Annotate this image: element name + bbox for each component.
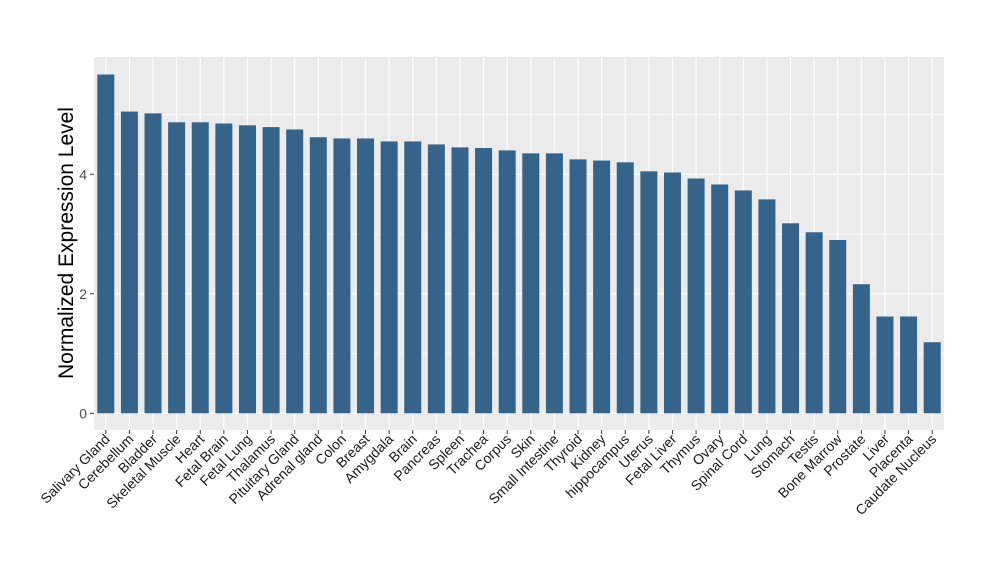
bar-pancreas xyxy=(427,144,445,414)
bar-placenta xyxy=(900,316,918,414)
bar-prostate xyxy=(852,284,870,414)
bar-ovary xyxy=(711,184,729,414)
bar-salivary-gland xyxy=(97,74,115,414)
bar-skin xyxy=(522,153,540,414)
bar-thymus xyxy=(687,178,705,414)
bar-adrenal-gland xyxy=(309,137,327,414)
bar-thyroid xyxy=(569,159,587,414)
bar-heart xyxy=(191,122,209,414)
bar-cerebellum xyxy=(120,111,138,414)
y-tick-label: 2 xyxy=(79,286,87,302)
bar-colon xyxy=(333,138,351,414)
bar-kidney xyxy=(593,160,611,414)
y-axis-label: Normalized Expression Level xyxy=(55,107,78,379)
bar-lung xyxy=(758,199,776,414)
bar-fetal-brain xyxy=(215,123,233,414)
bar-trachea xyxy=(475,148,493,414)
bar-spinal-cord xyxy=(734,190,752,414)
bar-breast xyxy=(357,138,375,414)
bar-stomach xyxy=(782,223,800,414)
bar-testis xyxy=(805,232,823,414)
bar-pituitary-gland xyxy=(286,129,304,414)
y-tick-label: 4 xyxy=(79,166,87,182)
bar-amygdala xyxy=(380,141,398,414)
bar-hippocampus xyxy=(616,162,634,414)
bar-liver xyxy=(876,316,894,414)
bar-bladder xyxy=(144,113,162,414)
bar-brain xyxy=(404,141,422,414)
bar-thalamus xyxy=(262,127,280,414)
bar-fetal-liver xyxy=(663,172,681,414)
bar-corpus xyxy=(498,150,516,414)
bar-bone-marrow xyxy=(829,240,847,414)
bar-caudate-nucleus xyxy=(923,342,941,414)
bar-spleen xyxy=(451,147,469,414)
y-tick-label: 0 xyxy=(79,405,87,421)
plot-panel xyxy=(94,57,944,430)
bar-uterus xyxy=(640,171,658,414)
bar-fetal-lung xyxy=(238,125,256,414)
bar-small-intestine xyxy=(545,153,563,414)
bar-skeletal-muscle xyxy=(168,122,186,414)
